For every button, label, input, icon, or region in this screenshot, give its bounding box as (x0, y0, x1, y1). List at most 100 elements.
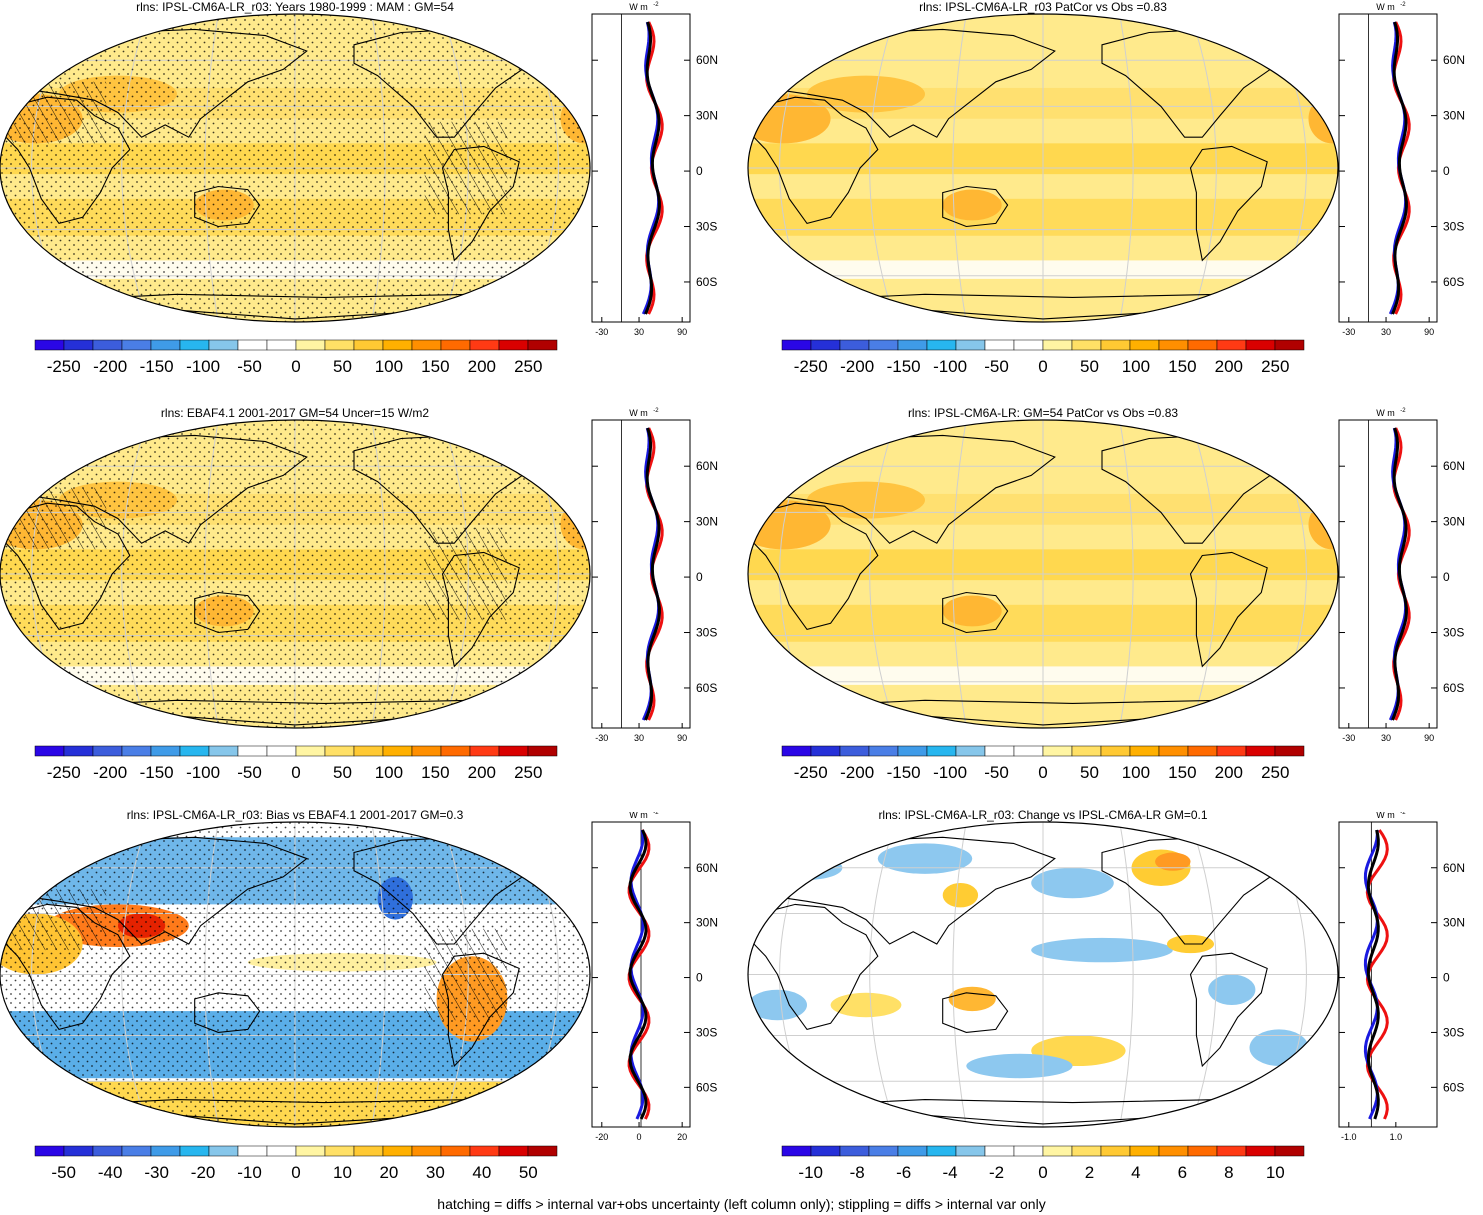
zonal-profile: W m -2 60N 30N 0 30S 60S -30 30 90 (1338, 2, 1465, 337)
colorbar-label: 20 (379, 1163, 398, 1182)
colorbar-segment (150, 1145, 181, 1157)
profile-unit-superscript: -2 (1400, 812, 1406, 816)
colorbar-segment (411, 745, 442, 757)
colorbar: -250 -200 -150 -100 -50 0 50 100 150 200 250 (34, 339, 558, 376)
colorbar-segment (121, 1145, 152, 1157)
colorbar-segment (295, 1145, 326, 1157)
lat-label: 0 (1443, 570, 1450, 584)
anomaly-blob (748, 989, 807, 1021)
x-tick-label: 20 (677, 1132, 687, 1142)
colorbar-label: 30 (426, 1163, 445, 1182)
colorbar-segment (1100, 745, 1131, 757)
lat-label: 60N (1443, 861, 1465, 875)
colorbar-label: 40 (472, 1163, 491, 1182)
colorbar-segment (92, 745, 123, 757)
colorbar-label: 250 (1261, 357, 1289, 376)
colorbar-label: -150 (887, 763, 921, 782)
panel-title: rlns: IPSL-CM6A-LR_r03: Bias vs EBAF4.1 … (126, 808, 464, 822)
colorbar-segment (498, 339, 529, 351)
colorbar-segment (1245, 745, 1276, 757)
x-tick-label: 1.0 (1390, 1132, 1403, 1142)
colorbar-label: 100 (1122, 357, 1150, 376)
colorbar-segment (839, 1145, 870, 1157)
colorbar-label: -150 (887, 357, 921, 376)
colorbar-segment (1042, 339, 1073, 351)
lat-label: 60N (1443, 53, 1465, 67)
colorbar-segment (1216, 339, 1247, 351)
zonal-profile: W m -2 60N 30N 0 30S 60S -1.0 1.0 (1338, 812, 1465, 1142)
coastline-samerica (1189, 551, 1268, 668)
colorbar-label: -250 (47, 763, 81, 782)
colorbar-label: 100 (375, 763, 403, 782)
x-tick-label: -20 (595, 1132, 608, 1142)
colorbar-label: -50 (237, 763, 262, 782)
colorbar-segment (440, 745, 471, 757)
anomaly-blob (1155, 852, 1191, 871)
colorbar-segment (1216, 745, 1247, 757)
anomaly-blob (948, 986, 996, 1012)
colorbar-label: 150 (421, 763, 449, 782)
profile-unit-superscript: -2 (1400, 2, 1406, 8)
lat-label: 30N (1443, 109, 1465, 123)
colorbar-segment (1013, 1145, 1044, 1157)
map-field (0, 420, 590, 728)
lat-label: 60N (696, 459, 718, 473)
panel-title: rlns: IPSL-CM6A-LR_r03: Years 1980-1999 … (136, 0, 454, 14)
hatching-west (0, 487, 107, 550)
colorbar-label: 0 (291, 763, 300, 782)
colorbar-segment (897, 1145, 928, 1157)
longitude-line (1190, 822, 1217, 1127)
colorbar-label: -6 (896, 1163, 911, 1182)
longitude-line (952, 420, 967, 728)
colorbar: -250 -200 -150 -100 -50 0 50 100 150 200 250 (781, 745, 1305, 782)
longitude-line (1190, 14, 1217, 322)
lat-label: 0 (696, 164, 703, 178)
x-tick-label: 0 (637, 1132, 642, 1142)
panel-title: rlns: IPSL-CM6A-LR_r03 PatCor vs Obs =0.… (919, 0, 1167, 14)
profile-curve (628, 829, 648, 1120)
colorbar: -10 -8 -6 -4 -2 0 2 4 6 8 10 (781, 1145, 1305, 1182)
map-outline (0, 13, 591, 323)
colorbar-label: -20 (191, 1163, 216, 1182)
colorbar-label: -30 (144, 1163, 169, 1182)
zonal-profile: W m -2 60N 30N 0 30S 60S -30 30 90 (591, 2, 718, 337)
colorbar-segment (1274, 339, 1305, 351)
lat-label: 60N (696, 53, 718, 67)
x-tick-label: 90 (677, 733, 687, 743)
profile-curve (644, 21, 661, 315)
colorbar-segment (1071, 1145, 1102, 1157)
zonal-profile: W m -2 60N 30N 0 30S 60S -30 30 90 (591, 408, 718, 743)
colorbar-segment (353, 339, 384, 351)
colorbar-segment (179, 745, 210, 757)
panel-model-climatology: rlns: IPSL-CM6A-LR_r03: Years 1980-1999 … (0, 0, 720, 395)
colorbar-label: 50 (333, 763, 352, 782)
colorbar-segment (897, 745, 928, 757)
colorbar-segment (527, 339, 558, 351)
colorbar-segment (527, 1145, 558, 1157)
colorbar-label: 100 (1122, 763, 1150, 782)
map-outline (0, 821, 591, 1128)
anomaly-blob (942, 883, 979, 908)
colorbar-segment (353, 1145, 384, 1157)
colorbar-segment (92, 339, 123, 351)
colorbar-segment (1245, 339, 1276, 351)
x-tick-label: 90 (1424, 327, 1434, 337)
hatching-west (0, 81, 107, 144)
map-field (748, 14, 1338, 322)
colorbar-label: 250 (514, 763, 542, 782)
colorbar-segment (810, 745, 841, 757)
colorbar-segment (469, 339, 500, 351)
australia-high (942, 189, 1002, 221)
colorbar-segment (208, 1145, 239, 1157)
colorbar-label: -150 (140, 763, 174, 782)
lat-label: 60S (696, 1080, 717, 1094)
colorbar-segment (1245, 1145, 1276, 1157)
colorbar-segment (237, 339, 268, 351)
x-tick-label: -30 (1342, 733, 1355, 743)
colorbar-label: 8 (1224, 1163, 1233, 1182)
colorbar-segment (926, 339, 957, 351)
colorbar-label: -100 (186, 357, 220, 376)
x-tick-label: 30 (1381, 327, 1391, 337)
colorbar-segment (897, 339, 928, 351)
colorbar-segment (1013, 339, 1044, 351)
